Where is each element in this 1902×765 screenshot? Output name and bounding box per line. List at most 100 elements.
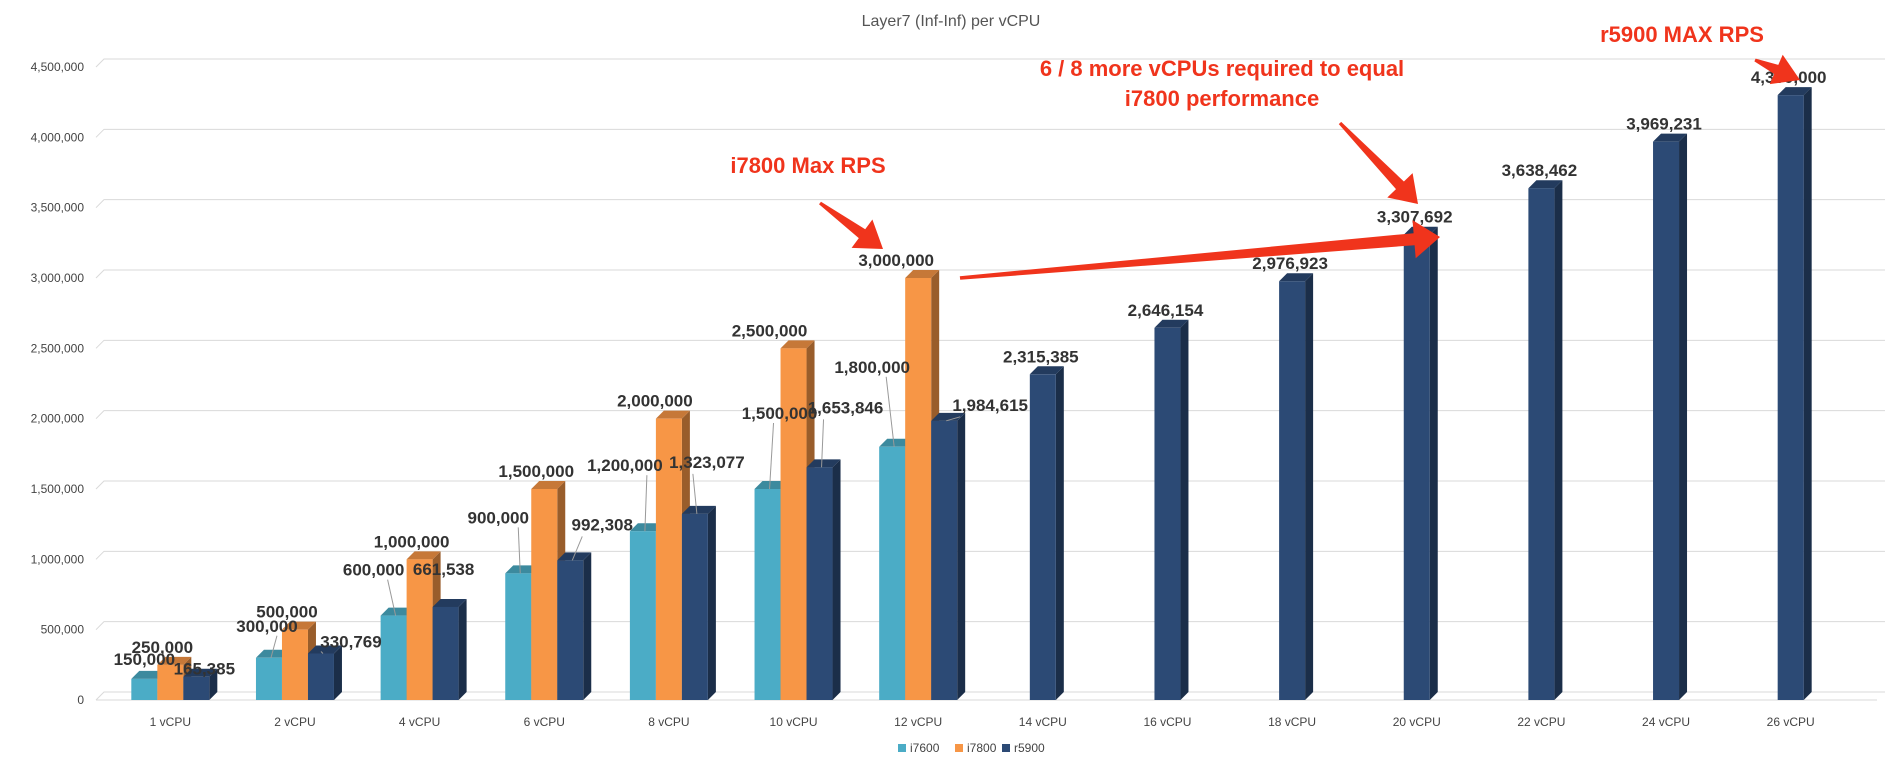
legend-item-i7600: i7600 (898, 741, 940, 755)
x-tick-label: 20 vCPU (1393, 715, 1441, 729)
gridline (95, 691, 1885, 701)
data-label-i7800: 1,000,000 (374, 532, 450, 551)
legend-swatch (898, 744, 906, 752)
x-tick-label: 2 vCPU (274, 715, 315, 729)
legend-label: i7800 (967, 741, 997, 755)
data-label-r5900: 1,984,615 (952, 396, 1028, 415)
chart-title: Layer7 (Inf-Inf) per vCPU (862, 13, 1041, 30)
legend-item-i7800: i7800 (955, 741, 997, 755)
x-tick-label: 26 vCPU (1767, 715, 1815, 729)
bar-i7800-1-vcpu (157, 656, 192, 700)
x-tick-label: 22 vCPU (1517, 715, 1565, 729)
data-label-i7800: 2,000,000 (617, 392, 693, 411)
y-tick-label: 1,500,000 (31, 482, 85, 496)
x-tick-label: 24 vCPU (1642, 715, 1690, 729)
annotation-r5900-max: r5900 MAX RPS (1600, 22, 1764, 47)
data-label-r5900: 2,646,154 (1128, 301, 1204, 320)
label-leader-line (320, 651, 324, 654)
y-tick-label: 3,000,000 (31, 271, 85, 285)
data-label-r5900: 165,385 (174, 660, 235, 679)
leader-lines (270, 376, 961, 658)
annotation-arrow-vcpus (1338, 121, 1418, 204)
data-label-i7600: 300,000 (236, 617, 297, 636)
x-tick-label: 14 vCPU (1019, 715, 1067, 729)
x-tick-label: 10 vCPU (770, 715, 818, 729)
y-tick-label: 2,000,000 (31, 412, 85, 426)
x-tick-label: 1 vCPU (150, 715, 191, 729)
label-leader-line (769, 422, 775, 490)
x-tick-label: 6 vCPU (524, 715, 565, 729)
legend-swatch (955, 744, 963, 752)
label-leader-line (517, 527, 521, 574)
legend-label: i7600 (910, 741, 940, 755)
bar-r5900-10-vcpu (806, 459, 841, 700)
bar-r5900-6-vcpu (557, 552, 592, 700)
data-label-i7600: 1,500,000 (742, 404, 818, 423)
data-label-r5900: 1,653,846 (808, 398, 884, 417)
data-label-i7800: 2,500,000 (732, 321, 808, 340)
y-tick-label: 500,000 (41, 623, 85, 637)
label-leader-line (692, 473, 698, 514)
x-axis-ticks: 1 vCPU 2 vCPU 4 vCPU 6 vCPU 8 vCPU 10 vCPU 12 … (150, 715, 1815, 729)
y-tick-label: 2,500,000 (31, 341, 85, 355)
data-label-i7800: 3,000,000 (858, 251, 934, 270)
label-leader-line (946, 416, 961, 422)
label-leader-line (821, 419, 825, 468)
gridline (95, 128, 1885, 138)
data-label-i7800: 250,000 (132, 638, 193, 657)
gridline (95, 269, 1885, 279)
data-label-i7800: 1,500,000 (498, 462, 574, 481)
bars (131, 87, 1812, 701)
x-tick-label: 4 vCPU (399, 715, 440, 729)
data-label-i7600: 150,000 (114, 650, 175, 669)
bar-i7800-12-vcpu (905, 270, 940, 700)
legend-item-r5900: r5900 (1002, 741, 1045, 755)
data-label-i7600: 900,000 (468, 508, 529, 527)
bar-r5900-16-vcpu (1154, 319, 1189, 700)
annotation-arrow-r5900 (1754, 54, 1800, 85)
annotation-more-vcpus: 6 / 8 more vCPUs required to equal (1040, 56, 1404, 81)
gridline (95, 621, 1885, 631)
data-label-r5900: 992,308 (572, 515, 633, 534)
legend-swatch (1002, 744, 1010, 752)
gridline (95, 480, 1885, 490)
x-tick-label: 16 vCPU (1143, 715, 1191, 729)
bar-r5900-1-vcpu (183, 668, 218, 700)
gridlines (95, 58, 1885, 701)
data-label-r5900: 330,769 (320, 632, 381, 651)
bar-r5900-2-vcpu (307, 645, 342, 700)
label-leader-line (571, 536, 583, 561)
data-label-i7600: 1,800,000 (834, 358, 910, 377)
label-leader-line (885, 376, 895, 447)
data-label-r5900: 3,638,462 (1502, 161, 1578, 180)
annotations: i7800 Max RPS 6 / 8 more vCPUs required t… (730, 22, 1800, 280)
x-tick-label: 12 vCPU (894, 715, 942, 729)
data-label-r5900: 1,323,077 (669, 453, 745, 472)
gridline (95, 199, 1885, 209)
data-label-i7600: 600,000 (343, 561, 404, 580)
data-label-r5900: 2,315,385 (1003, 347, 1079, 366)
bar-r5900-4-vcpu (432, 598, 467, 700)
bar-r5900-14-vcpu (1029, 366, 1064, 700)
y-tick-label: 0 (77, 693, 84, 707)
y-tick-label: 1,000,000 (31, 552, 85, 566)
data-labels: 150,000 300,000 600,000 900,000 1,200,000 1,5… (114, 68, 1827, 679)
bar-r5900-22-vcpu (1528, 180, 1563, 700)
x-tick-label: 18 vCPU (1268, 715, 1316, 729)
bar-r5900-8-vcpu (681, 505, 716, 700)
y-tick-label: 4,000,000 (31, 130, 85, 144)
x-tick-label: 8 vCPU (648, 715, 689, 729)
label-leader-line (270, 635, 278, 658)
y-tick-label: 3,500,000 (31, 201, 85, 215)
bar-r5900-26-vcpu (1777, 87, 1812, 701)
annotation-arrow-i7800 (819, 201, 883, 249)
label-leader-line (644, 475, 648, 532)
bar-r5900-20-vcpu (1403, 226, 1438, 700)
legend: i7600 i7800 r5900 (898, 741, 1045, 755)
annotation-i7800-max: i7800 Max RPS (730, 153, 885, 178)
bar-r5900-18-vcpu (1279, 273, 1314, 700)
annotation-more-vcpus: i7800 performance (1125, 86, 1319, 111)
data-label-r5900: 2,976,923 (1252, 254, 1328, 273)
data-label-r5900: 3,969,231 (1626, 115, 1702, 134)
